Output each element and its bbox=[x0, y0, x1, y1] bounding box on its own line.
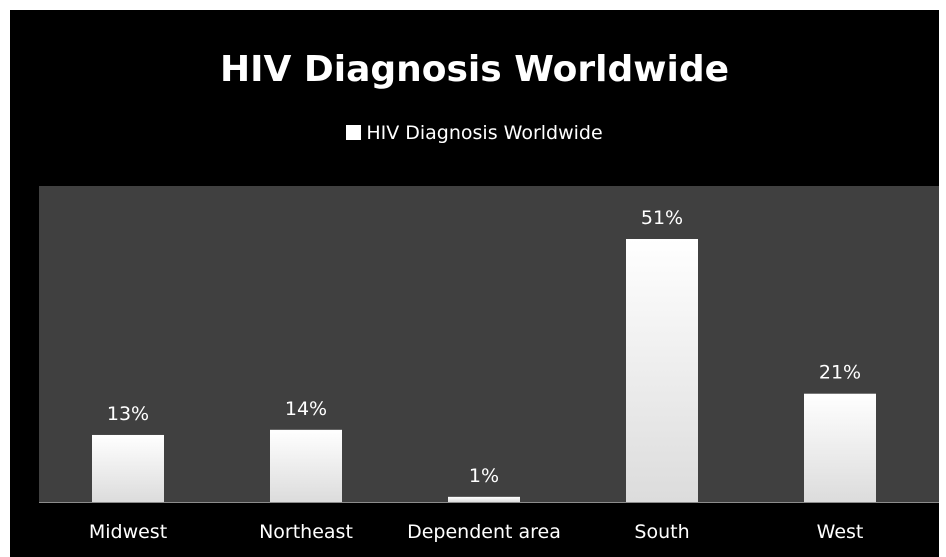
data-label: 13% bbox=[107, 403, 149, 425]
x-tick-label: Dependent area bbox=[407, 521, 561, 543]
plot-svg: 13% Midwest 14% Northeast 1% Dependent area 51… bbox=[39, 186, 939, 543]
bar-dependent-area bbox=[448, 496, 520, 502]
bar-northeast bbox=[270, 429, 342, 502]
x-tick-label: Northeast bbox=[259, 521, 353, 543]
bar-south bbox=[626, 239, 698, 502]
chart-area: HIV Diagnosis Worldwide HIV Diagnosis Wo… bbox=[10, 10, 939, 557]
data-label: 14% bbox=[285, 398, 327, 420]
x-tick-label: South bbox=[634, 521, 689, 543]
legend-swatch bbox=[346, 125, 362, 140]
bar-midwest bbox=[92, 434, 164, 502]
chart-title: HIV Diagnosis Worldwide bbox=[219, 49, 730, 90]
legend: HIV Diagnosis Worldwide bbox=[10, 120, 939, 146]
data-label: 1% bbox=[469, 465, 499, 487]
data-label: 21% bbox=[819, 362, 861, 384]
x-tick-label: Midwest bbox=[89, 521, 167, 543]
bar-west bbox=[804, 393, 876, 502]
legend-label: HIV Diagnosis Worldwide bbox=[366, 122, 603, 144]
plot-background bbox=[39, 186, 939, 502]
data-label: 51% bbox=[641, 207, 683, 229]
x-tick-label: West bbox=[817, 521, 864, 543]
